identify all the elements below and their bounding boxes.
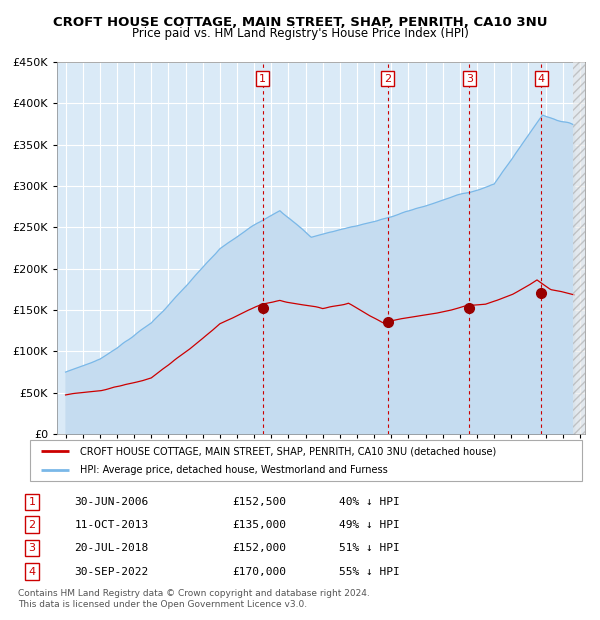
Text: 51% ↓ HPI: 51% ↓ HPI — [340, 543, 400, 553]
Text: 3: 3 — [466, 74, 473, 84]
Text: 2: 2 — [384, 74, 391, 84]
Text: 49% ↓ HPI: 49% ↓ HPI — [340, 520, 400, 529]
Text: This data is licensed under the Open Government Licence v3.0.: This data is licensed under the Open Gov… — [18, 600, 307, 609]
Text: 11-OCT-2013: 11-OCT-2013 — [74, 520, 149, 529]
Text: 20-JUL-2018: 20-JUL-2018 — [74, 543, 149, 553]
Text: £170,000: £170,000 — [232, 567, 286, 577]
Text: Contains HM Land Registry data © Crown copyright and database right 2024.: Contains HM Land Registry data © Crown c… — [18, 589, 370, 598]
Text: 30-SEP-2022: 30-SEP-2022 — [74, 567, 149, 577]
Text: CROFT HOUSE COTTAGE, MAIN STREET, SHAP, PENRITH, CA10 3NU: CROFT HOUSE COTTAGE, MAIN STREET, SHAP, … — [53, 16, 547, 29]
Text: 40% ↓ HPI: 40% ↓ HPI — [340, 497, 400, 507]
Text: £135,000: £135,000 — [232, 520, 286, 529]
Text: £152,500: £152,500 — [232, 497, 286, 507]
Text: 1: 1 — [259, 74, 266, 84]
Text: HPI: Average price, detached house, Westmorland and Furness: HPI: Average price, detached house, West… — [80, 466, 388, 476]
Text: 4: 4 — [29, 567, 35, 577]
Text: 30-JUN-2006: 30-JUN-2006 — [74, 497, 149, 507]
Text: Price paid vs. HM Land Registry's House Price Index (HPI): Price paid vs. HM Land Registry's House … — [131, 27, 469, 40]
Text: £152,000: £152,000 — [232, 543, 286, 553]
Text: 2: 2 — [29, 520, 35, 529]
Text: 55% ↓ HPI: 55% ↓ HPI — [340, 567, 400, 577]
Text: 4: 4 — [538, 74, 545, 84]
Text: 1: 1 — [29, 497, 35, 507]
Text: 3: 3 — [29, 543, 35, 553]
Text: CROFT HOUSE COTTAGE, MAIN STREET, SHAP, PENRITH, CA10 3NU (detached house): CROFT HOUSE COTTAGE, MAIN STREET, SHAP, … — [80, 446, 496, 456]
FancyBboxPatch shape — [30, 440, 582, 480]
